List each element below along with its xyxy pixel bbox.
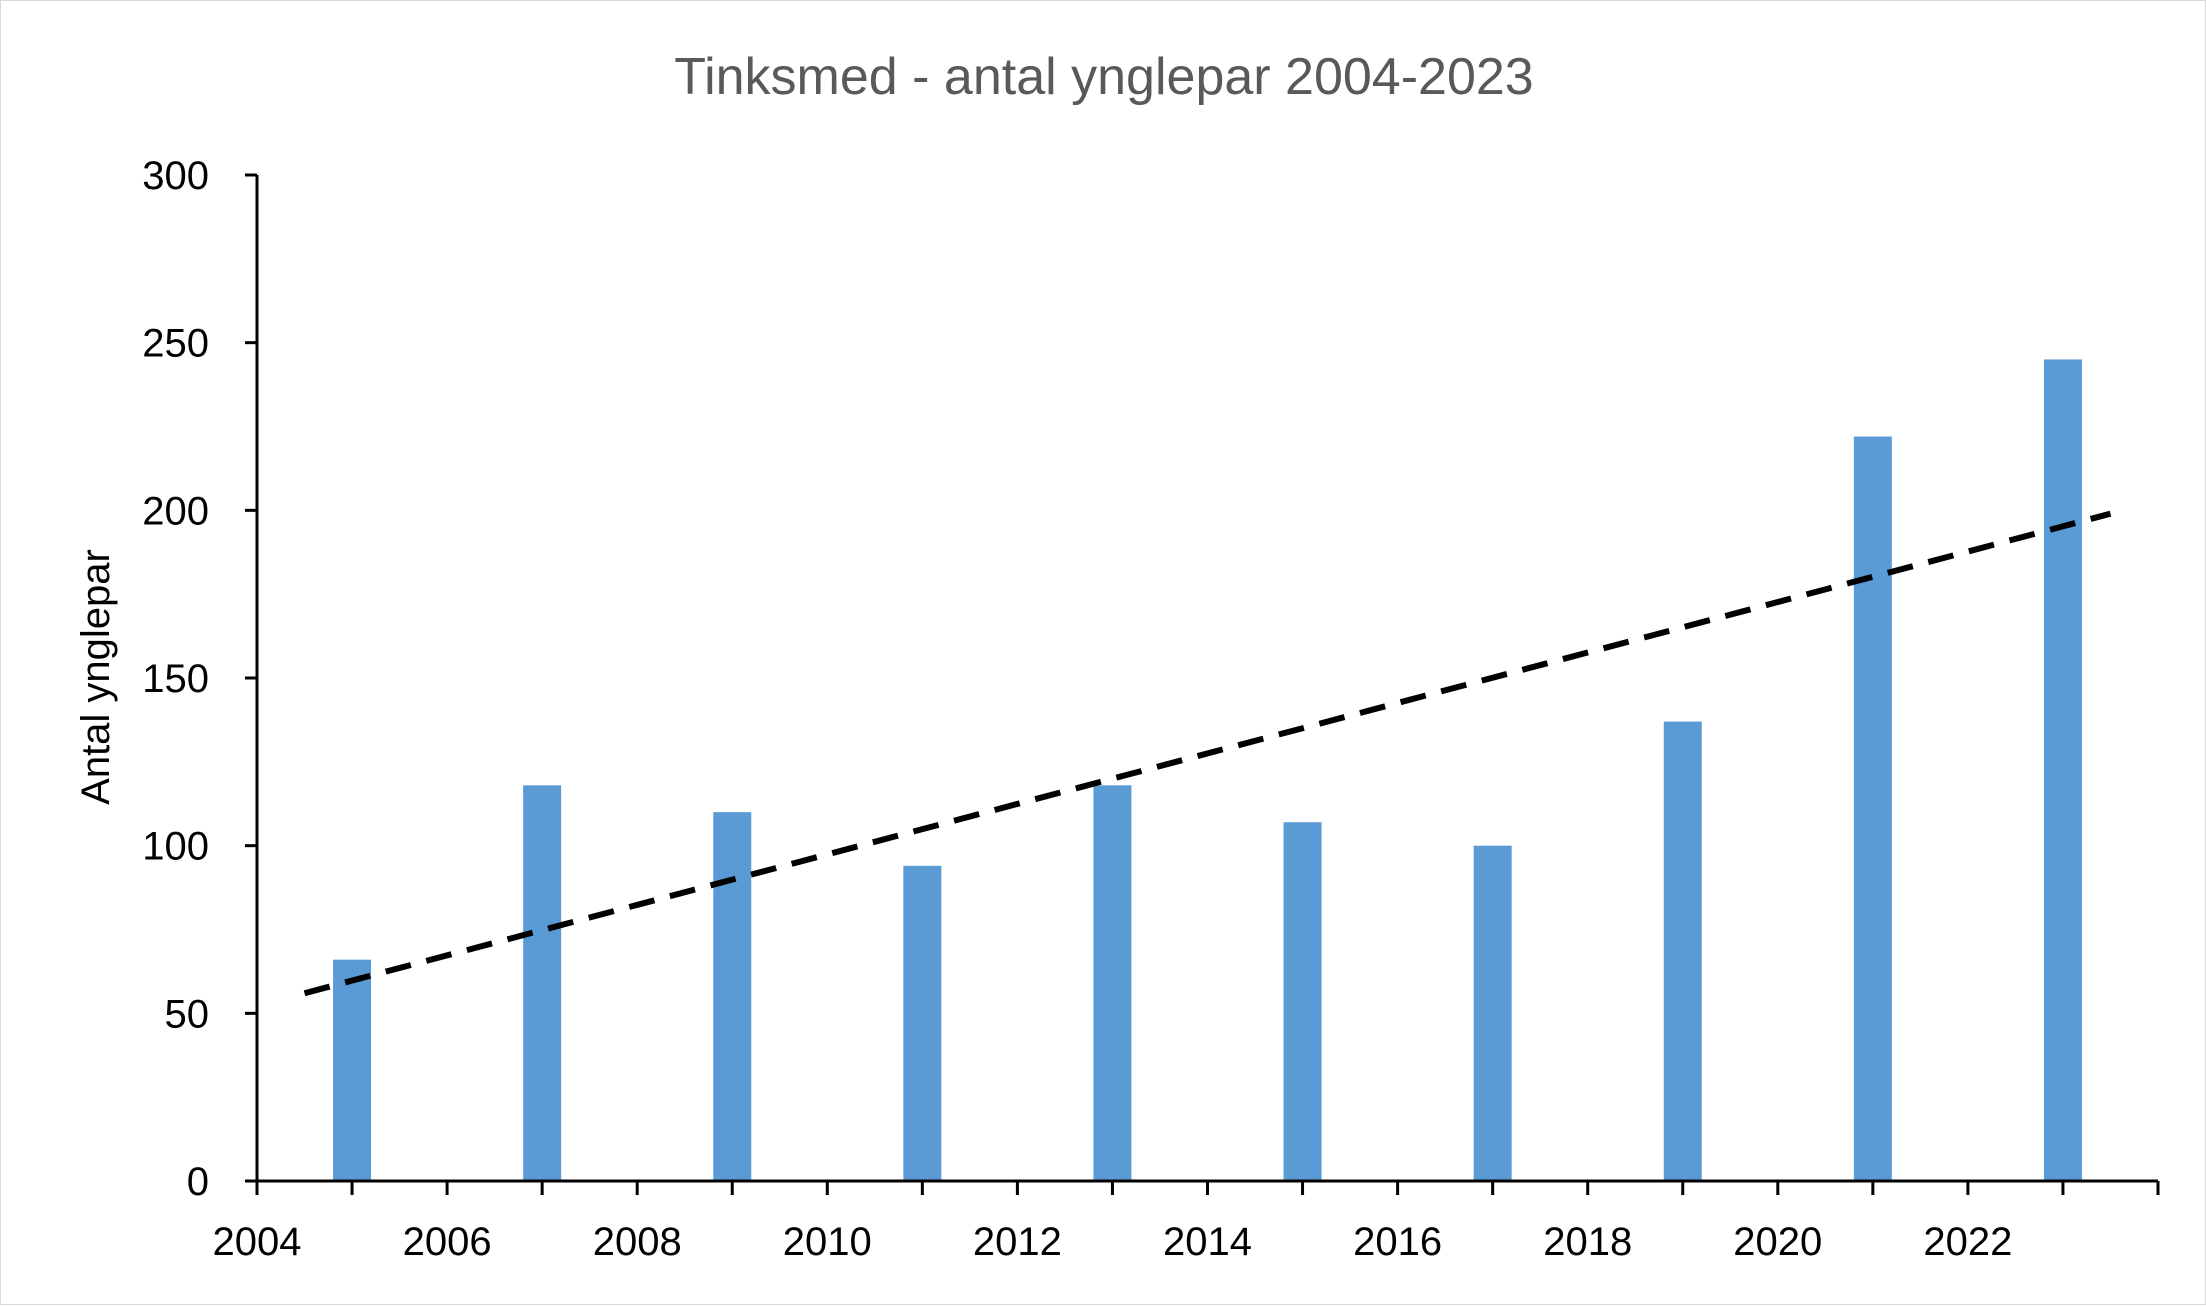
x-ticks-group: 2004 2006 2008 2010 2012 2014 2016 2018 2020 2022: [213, 1181, 2160, 1264]
trendline-group: [303, 510, 2112, 997]
bar-2019: [1663, 721, 1702, 1181]
y-tick-label-200: 200: [142, 489, 209, 533]
bars-group: [333, 359, 2082, 1181]
x-tick-label-2008: 2008: [593, 1220, 682, 1264]
y-tick-label-0: 0: [187, 1160, 209, 1204]
bar-2009: [713, 812, 752, 1181]
y-ticks-group: 0 50 100 150 200 250 300: [142, 154, 257, 1204]
y-tick-label-50: 50: [165, 992, 210, 1036]
x-tick-label-2018: 2018: [1543, 1220, 1632, 1264]
x-tick-label-2016: 2016: [1353, 1220, 1442, 1264]
y-tick-label-250: 250: [142, 322, 209, 366]
bar-2011: [903, 865, 942, 1181]
bar-2005: [333, 959, 372, 1181]
bar-2015: [1283, 822, 1322, 1181]
chart-title: Tinksmed - antal ynglepar 2004-2023: [674, 48, 1533, 106]
x-tick-label-2020: 2020: [1733, 1220, 1822, 1264]
bar-2017: [1473, 845, 1512, 1181]
bar-2013: [1093, 785, 1132, 1181]
x-tick-label-2022: 2022: [1923, 1220, 2012, 1264]
y-tick-label-100: 100: [142, 825, 209, 869]
bar-2021: [1853, 436, 1892, 1181]
x-tick-label-2012: 2012: [973, 1220, 1062, 1264]
bar-2007: [523, 785, 562, 1181]
y-axis-title: Antal ynglepar: [74, 549, 118, 805]
bar-2023: [2043, 359, 2082, 1181]
y-tick-label-300: 300: [142, 154, 209, 198]
x-tick-label-2010: 2010: [783, 1220, 872, 1264]
trendline: [303, 510, 2112, 997]
y-tick-label-150: 150: [142, 657, 209, 701]
x-tick-label-2014: 2014: [1163, 1220, 1252, 1264]
x-tick-label-2004: 2004: [213, 1220, 302, 1264]
x-tick-label-2006: 2006: [403, 1220, 492, 1264]
